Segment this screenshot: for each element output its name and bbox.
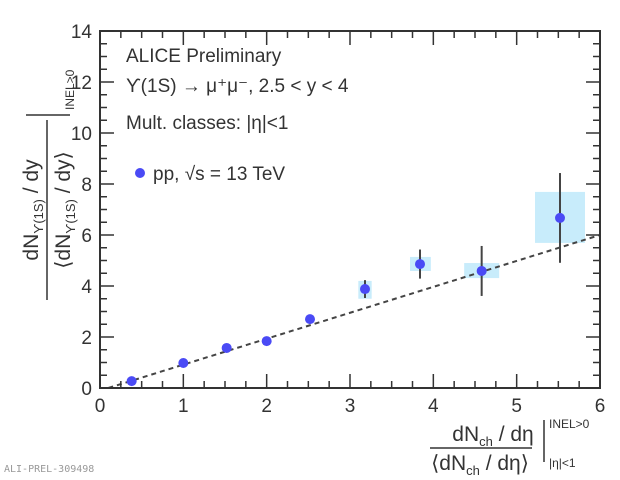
data-point bbox=[476, 265, 487, 276]
xlabel-sup: INEL>0 bbox=[549, 417, 590, 431]
xlabel-den-rest: / dη⟩ bbox=[480, 452, 529, 475]
y-tick-label: 10 bbox=[71, 124, 92, 145]
x-tick-label: 5 bbox=[511, 396, 522, 417]
xlabel-den-sub: ch bbox=[466, 463, 480, 478]
data-point bbox=[555, 212, 565, 223]
x-tick-label: 3 bbox=[345, 396, 356, 417]
ylabel-sup: INEL>0 bbox=[63, 69, 77, 110]
x-tick-label: 0 bbox=[95, 396, 106, 417]
data-point bbox=[221, 342, 232, 353]
y-tick-label: 0 bbox=[81, 379, 92, 400]
xlabel-num: dN bbox=[452, 423, 479, 446]
annotation-mult: Mult. classes: |η|<1 bbox=[126, 113, 288, 134]
annotation-decay: ϒ(1S) → μ⁺μ⁻, 2.5 < y < 4 bbox=[126, 76, 349, 97]
ylabel-num-rest: / dy bbox=[20, 159, 43, 199]
ylabel-num-sub: ϒ(1S) bbox=[31, 199, 46, 234]
legend-label: pp, √s = 13 TeV bbox=[153, 164, 285, 185]
x-tick-label: 2 bbox=[261, 396, 272, 417]
data-point bbox=[415, 259, 425, 270]
svg-text:dNϒ(1S) / dy: dNϒ(1S) / dy bbox=[20, 159, 46, 261]
svg-text:⟨dNch / dη⟩: ⟨dNch / dη⟩ bbox=[431, 452, 529, 478]
reference-line bbox=[108, 234, 601, 389]
xlabel-den: ⟨dN bbox=[431, 452, 466, 475]
y-tick-label: 8 bbox=[81, 175, 92, 196]
ylabel-num: dN bbox=[20, 234, 43, 261]
data-point bbox=[261, 336, 272, 347]
legend-marker bbox=[135, 168, 145, 178]
x-tick-label: 4 bbox=[428, 396, 439, 417]
x-tick-label: 6 bbox=[595, 396, 606, 417]
svg-text:⟨dNϒ(1S) / dy⟩: ⟨dNϒ(1S) / dy⟩ bbox=[52, 151, 78, 269]
xlabel-num-sub: ch bbox=[479, 434, 493, 449]
data-point bbox=[178, 358, 189, 369]
ylabel-den: ⟨dN bbox=[52, 234, 75, 269]
y-tick-label: 12 bbox=[71, 73, 92, 94]
y-tick-label: 4 bbox=[81, 277, 92, 298]
y-tick-label: 2 bbox=[81, 328, 92, 349]
y-tick-label: 6 bbox=[81, 226, 92, 247]
watermark: ALI-PREL-309498 bbox=[4, 464, 94, 475]
x-tick-label: 1 bbox=[178, 396, 189, 417]
y-axis-label: dNϒ(1S) / dy ⟨dNϒ(1S) / dy⟩ INEL>0 bbox=[20, 69, 78, 300]
xlabel-num-rest: / dη bbox=[493, 423, 534, 446]
data-point bbox=[126, 376, 137, 387]
ylabel-den-sub: ϒ(1S) bbox=[63, 199, 78, 234]
data-point bbox=[305, 314, 315, 325]
y-tick-label: 14 bbox=[71, 22, 93, 43]
data-point bbox=[360, 284, 370, 295]
ylabel-den-rest: / dy⟩ bbox=[52, 151, 75, 199]
chart-title: ALICE Preliminary bbox=[126, 46, 282, 67]
xlabel-sub: |η|<1 bbox=[549, 456, 576, 470]
x-axis-label: dNch / dη ⟨dNch / dη⟩ INEL>0 |η|<1 bbox=[430, 417, 590, 478]
svg-text:dNch / dη: dNch / dη bbox=[452, 423, 533, 449]
